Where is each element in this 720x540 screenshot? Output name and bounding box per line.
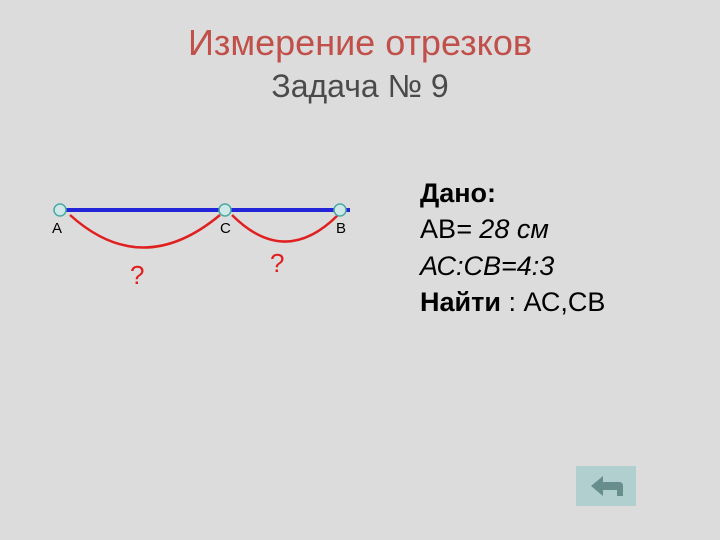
- given-line-2: АС:СВ=4:3: [420, 248, 605, 284]
- point-C: [219, 204, 231, 216]
- arc-AC: [70, 215, 220, 248]
- segment-diagram: А С В??: [40, 180, 380, 320]
- point-label-B: В: [336, 220, 346, 237]
- arc-CB: [232, 215, 338, 242]
- slide-title: Измерение отрезков: [0, 22, 720, 64]
- slide: Измерение отрезков Задача № 9 А С В?? Дано…: [0, 0, 720, 540]
- slide-subtitle: Задача № 9: [0, 68, 720, 105]
- arc-AC-label: ?: [130, 260, 144, 291]
- back-arrow-icon: [585, 472, 627, 500]
- diagram-svg: [40, 180, 380, 320]
- arc-CB-label: ?: [270, 248, 284, 279]
- given-line-1: АВ= 28 см: [420, 211, 605, 247]
- back-button[interactable]: [576, 466, 636, 506]
- given-block: Дано: АВ= 28 см АС:СВ=4:3 Найти : АС,СВ: [420, 175, 605, 321]
- find-line: Найти : АС,СВ: [420, 284, 605, 320]
- point-A: [54, 204, 66, 216]
- point-B: [334, 204, 346, 216]
- point-label-C: С: [220, 220, 231, 237]
- point-label-A: А: [52, 220, 62, 237]
- given-heading: Дано:: [420, 175, 605, 211]
